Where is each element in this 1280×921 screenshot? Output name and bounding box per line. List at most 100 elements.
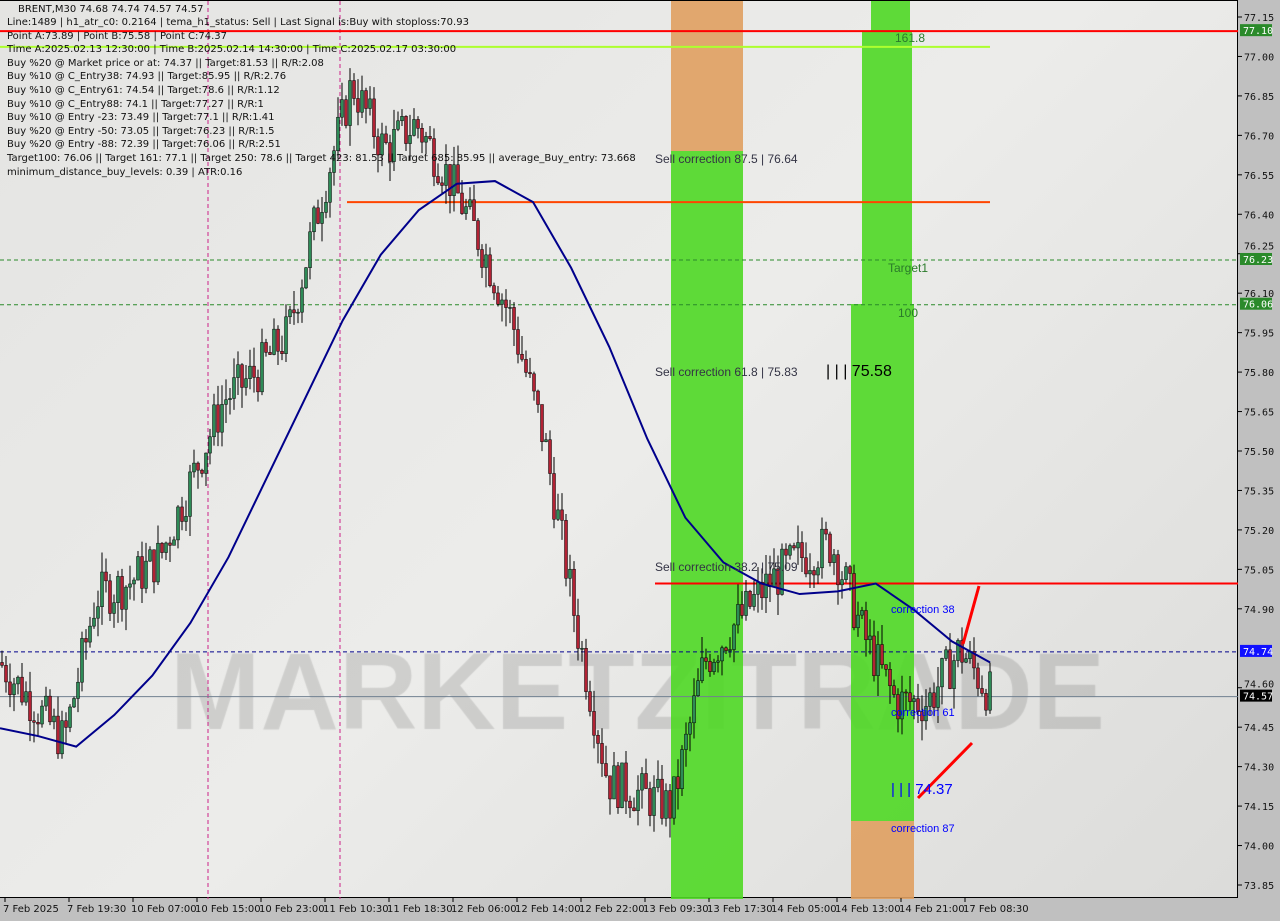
candle (132, 579, 136, 585)
candle (708, 661, 712, 672)
candle (428, 136, 432, 139)
candle (876, 644, 880, 676)
candle (12, 683, 16, 695)
candle (604, 763, 608, 777)
candle (368, 98, 372, 109)
price-label: 74.74 (1243, 647, 1273, 658)
candle (652, 787, 656, 816)
candle (924, 706, 928, 722)
candle (444, 164, 448, 186)
info-line: Buy %20 @ Market price or at: 74.37 || T… (7, 57, 324, 69)
candle (908, 692, 912, 702)
candle (240, 364, 244, 388)
annotation-fib-100: 100 (898, 306, 918, 320)
candle (860, 610, 864, 616)
watermark-logo (0, 1, 1238, 899)
y-tick-label: 77.15 (1244, 13, 1274, 24)
candle (632, 807, 636, 812)
candle (412, 119, 416, 136)
y-tick-label: 75.20 (1244, 526, 1274, 537)
candle (596, 734, 600, 744)
candle (548, 439, 552, 474)
candle (712, 662, 716, 672)
candle (8, 681, 12, 695)
y-tick-label: 76.85 (1244, 92, 1274, 103)
candle (300, 287, 304, 313)
candle (540, 404, 544, 442)
candle (120, 576, 124, 610)
candle (452, 164, 456, 196)
chart-area[interactable]: Sell correction 87.5 | 76.64 Sell correct… (0, 0, 1238, 899)
x-tick-label: 13 Feb 09:30 (643, 904, 709, 915)
candle (416, 119, 420, 129)
candle (776, 568, 780, 595)
fib-zone (862, 31, 912, 304)
candle (404, 116, 408, 144)
candle (84, 638, 88, 643)
candle (808, 570, 812, 575)
candle (36, 722, 40, 725)
candle (608, 775, 612, 800)
candle (92, 617, 96, 627)
candle (292, 309, 296, 314)
price-label-bg (1240, 252, 1272, 265)
candle (780, 548, 784, 595)
fib-zone (871, 1, 910, 31)
candle (500, 299, 504, 305)
candle (172, 539, 176, 546)
candle (276, 328, 280, 352)
x-tick-label: 12 Feb 14:00 (515, 904, 581, 915)
fib-zone (671, 1, 743, 151)
candle (384, 133, 388, 143)
candle (912, 698, 916, 702)
moving-average-line (0, 180, 991, 748)
candle (156, 542, 160, 583)
candle (296, 311, 300, 314)
candle (484, 254, 488, 268)
candle (792, 545, 796, 549)
annotation-point-c: | | | 74.37 (891, 781, 953, 798)
candle (856, 614, 860, 629)
candle (204, 452, 208, 474)
annotation-target1: Target1 (888, 261, 928, 275)
y-tick-label: 76.10 (1244, 289, 1274, 300)
candle (804, 557, 808, 575)
candle (316, 207, 320, 224)
candle (884, 664, 888, 670)
candle (288, 309, 292, 318)
x-tick-label: 14 Feb 05:00 (771, 904, 837, 915)
candle (616, 765, 620, 808)
info-line: Buy %20 @ Entry -50: 73.05 || Target:76.… (7, 125, 275, 137)
candle (868, 635, 872, 641)
y-tick-label: 75.80 (1244, 368, 1274, 379)
candle (392, 129, 396, 162)
y-tick-label: 75.50 (1244, 447, 1274, 458)
candle (696, 680, 700, 697)
y-tick-label: 74.90 (1244, 605, 1274, 616)
y-tick-label: 74.00 (1244, 842, 1274, 853)
candle (904, 691, 908, 694)
candle (60, 720, 64, 755)
candle (468, 199, 472, 207)
candle (476, 220, 480, 250)
candle (588, 691, 592, 712)
candle (340, 99, 344, 118)
candle (344, 99, 348, 126)
chart-title: BRENT,M30 74.68 74.74 74.57 74.57 (18, 4, 204, 15)
candle (928, 692, 932, 707)
y-tick-label: 76.40 (1244, 210, 1274, 221)
candle (864, 610, 868, 641)
candle (720, 647, 724, 662)
candle (188, 471, 192, 517)
y-tick-label: 74.45 (1244, 723, 1274, 734)
candle (308, 231, 312, 268)
candle (820, 528, 824, 569)
candle (836, 554, 840, 586)
candle (724, 647, 728, 651)
candle (196, 462, 200, 471)
candle (324, 201, 328, 213)
candle (880, 644, 884, 665)
candle (396, 120, 400, 130)
candle (488, 254, 492, 286)
